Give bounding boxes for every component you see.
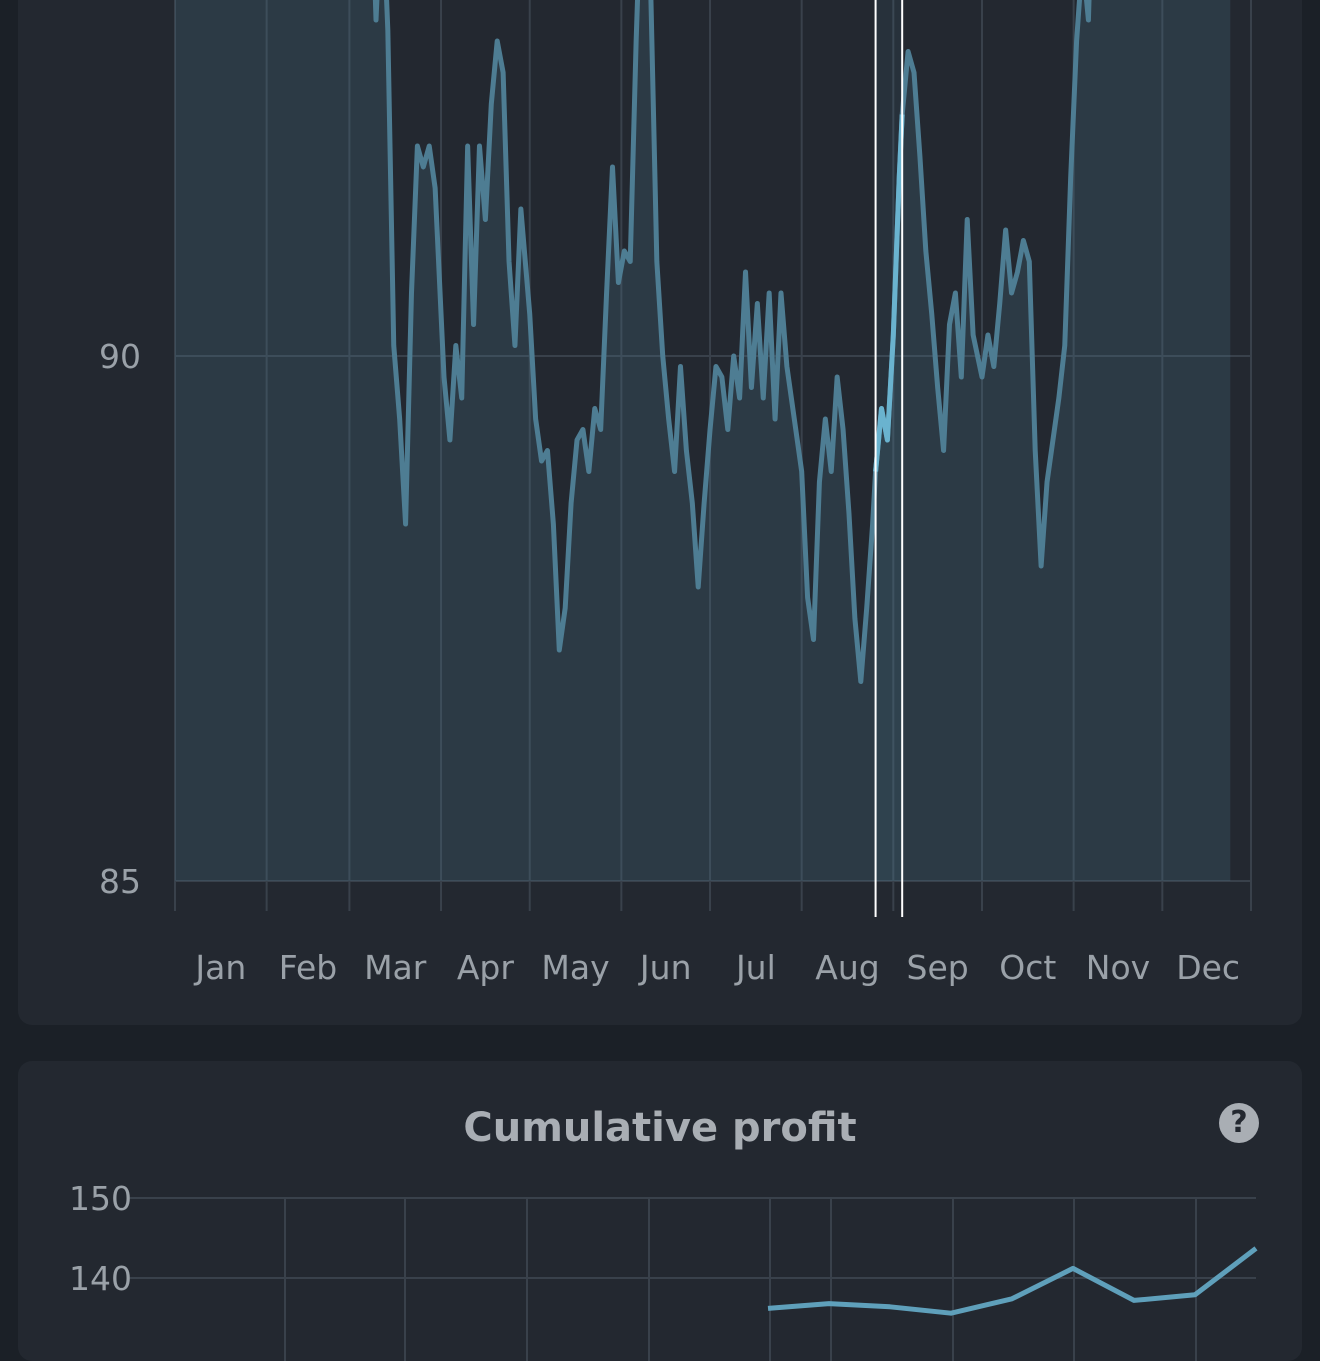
price-line-chart[interactable]: 859095100JanFebMarAprMayJunJulAugSepOctN… bbox=[18, 0, 1302, 1025]
x-tick-label: Dec bbox=[1176, 948, 1240, 987]
area-fill bbox=[175, 0, 1231, 881]
y-tick-label: 140 bbox=[69, 1259, 132, 1298]
x-tick-label: Jun bbox=[638, 948, 692, 987]
x-tick-label: Apr bbox=[457, 948, 515, 987]
cumulative-profit-card: Cumulative profit ? 140 150 bbox=[18, 1061, 1302, 1361]
x-tick-label: Jul bbox=[734, 948, 776, 987]
x-tick-label: Aug bbox=[815, 948, 879, 987]
x-tick-label: Mar bbox=[364, 948, 427, 987]
profit-line[interactable] bbox=[767, 1246, 1258, 1316]
help-icon[interactable]: ? bbox=[1219, 1103, 1259, 1143]
y-tick-label: 90 bbox=[99, 337, 141, 376]
chart-title: Cumulative profit bbox=[463, 1105, 857, 1151]
x-tick-label: May bbox=[541, 948, 609, 987]
highlighted-segment[interactable] bbox=[873, 114, 905, 472]
x-tick-label: Feb bbox=[279, 948, 337, 987]
x-tick-label: Jan bbox=[193, 948, 246, 987]
x-tick-label: Nov bbox=[1086, 948, 1150, 987]
y-tick-label: 150 bbox=[69, 1179, 132, 1218]
x-tick-label: Oct bbox=[999, 948, 1056, 987]
cumulative-profit-chart[interactable]: 140 150 bbox=[18, 1061, 1302, 1361]
x-tick-label: Sep bbox=[907, 948, 969, 987]
y-tick-label: 85 bbox=[99, 862, 141, 901]
price-chart-card: 859095100JanFebMarAprMayJunJulAugSepOctN… bbox=[18, 0, 1302, 1025]
series-line[interactable] bbox=[175, 0, 1230, 684]
